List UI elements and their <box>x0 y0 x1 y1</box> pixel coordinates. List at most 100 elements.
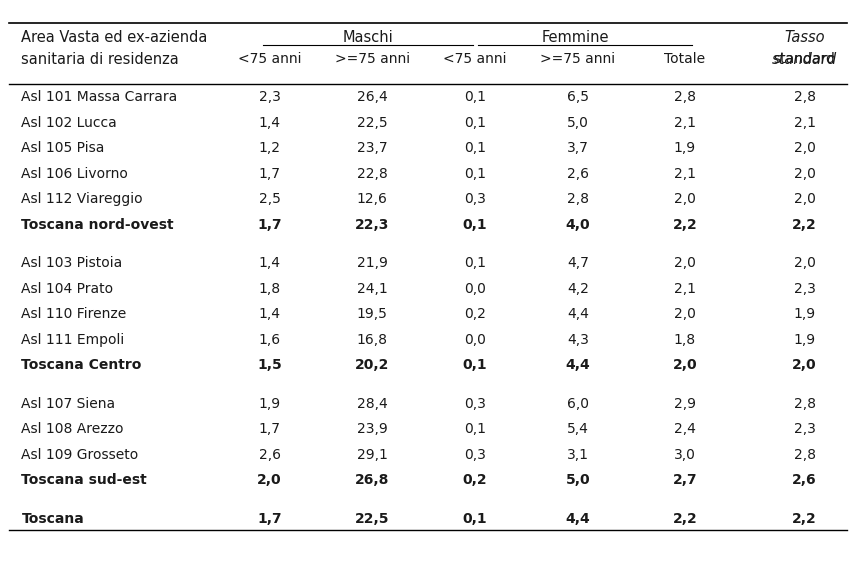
Text: 2,0: 2,0 <box>794 141 816 155</box>
Text: 20,2: 20,2 <box>355 358 389 372</box>
Text: >=75 anni: >=75 anni <box>335 52 410 66</box>
Text: 1,7: 1,7 <box>259 422 281 436</box>
Text: 2,8: 2,8 <box>794 90 816 104</box>
Text: 29,1: 29,1 <box>357 448 388 462</box>
Text: 0,1: 0,1 <box>464 422 486 436</box>
Text: Totale: Totale <box>664 52 705 66</box>
Text: 4,7: 4,7 <box>567 256 589 270</box>
Text: Asl 110 Firenze: Asl 110 Firenze <box>21 307 127 321</box>
Text: 2,1: 2,1 <box>674 282 696 296</box>
Text: 1,9: 1,9 <box>674 141 696 155</box>
Text: 2,2: 2,2 <box>793 512 817 526</box>
Text: 1,6: 1,6 <box>259 333 281 347</box>
Text: 3,7: 3,7 <box>567 141 589 155</box>
Text: 2,8: 2,8 <box>794 397 816 411</box>
Text: Femmine: Femmine <box>542 30 609 45</box>
Text: 0,3: 0,3 <box>464 448 486 462</box>
Text: 2,2: 2,2 <box>793 218 817 232</box>
Text: >=75 anni: >=75 anni <box>540 52 615 66</box>
Text: 2,0: 2,0 <box>674 307 696 321</box>
Text: 2,1: 2,1 <box>794 116 816 130</box>
Text: 1,5: 1,5 <box>258 358 282 372</box>
Text: standard: standard <box>774 52 835 66</box>
Text: Asl 109 Grosseto: Asl 109 Grosseto <box>21 448 139 462</box>
Text: 3,0: 3,0 <box>674 448 696 462</box>
Text: sanitaria di residenza: sanitaria di residenza <box>21 52 179 67</box>
Text: 5,4: 5,4 <box>567 422 589 436</box>
Text: 2,8: 2,8 <box>794 448 816 462</box>
Text: 1,4: 1,4 <box>259 256 281 270</box>
Text: 0,1: 0,1 <box>464 90 486 104</box>
Text: 5,0: 5,0 <box>567 116 589 130</box>
Text: Tasso: Tasso <box>784 30 825 45</box>
Text: 1,7: 1,7 <box>259 167 281 181</box>
Text: Toscana Centro: Toscana Centro <box>21 358 142 372</box>
Text: Asl 101 Massa Carrara: Asl 101 Massa Carrara <box>21 90 178 104</box>
Text: 2,8: 2,8 <box>567 192 589 206</box>
Text: 2,0: 2,0 <box>794 192 816 206</box>
Text: 23,7: 23,7 <box>357 141 388 155</box>
Text: 1,9: 1,9 <box>794 307 816 321</box>
Text: 22,5: 22,5 <box>355 512 389 526</box>
Text: 12,6: 12,6 <box>357 192 388 206</box>
Text: Asl 105 Pisa: Asl 105 Pisa <box>21 141 104 155</box>
Text: 2,1: 2,1 <box>674 167 696 181</box>
Text: Asl 111 Empoli: Asl 111 Empoli <box>21 333 125 347</box>
Text: 2,6: 2,6 <box>259 448 281 462</box>
Text: 2,3: 2,3 <box>794 422 816 436</box>
Text: 2,0: 2,0 <box>793 358 817 372</box>
Text: 22,5: 22,5 <box>357 116 388 130</box>
Text: <75 anni: <75 anni <box>238 52 301 66</box>
Text: 2,2: 2,2 <box>673 218 697 232</box>
Text: 0,0: 0,0 <box>464 333 486 347</box>
Text: Asl 104 Prato: Asl 104 Prato <box>21 282 114 296</box>
Text: 16,8: 16,8 <box>357 333 388 347</box>
Text: 0,3: 0,3 <box>464 192 486 206</box>
Text: 2,2: 2,2 <box>673 512 697 526</box>
Text: 0,1: 0,1 <box>464 167 486 181</box>
Text: 1,8: 1,8 <box>259 282 281 296</box>
Text: 1,7: 1,7 <box>258 512 282 526</box>
Text: 21,9: 21,9 <box>357 256 388 270</box>
Text: 0,2: 0,2 <box>464 307 486 321</box>
Text: 2,3: 2,3 <box>794 282 816 296</box>
Text: 1,8: 1,8 <box>674 333 696 347</box>
Text: 1,2: 1,2 <box>259 141 281 155</box>
Text: 2,0: 2,0 <box>674 256 696 270</box>
Text: 22,3: 22,3 <box>355 218 389 232</box>
Text: Toscana nord-ovest: Toscana nord-ovest <box>21 218 174 232</box>
Text: 2,8: 2,8 <box>674 90 696 104</box>
Text: 0,1: 0,1 <box>464 116 486 130</box>
Text: 4,3: 4,3 <box>567 333 589 347</box>
Text: 2,0: 2,0 <box>674 192 696 206</box>
Text: 2,7: 2,7 <box>673 474 697 487</box>
Text: 0,1: 0,1 <box>464 256 486 270</box>
Text: 2,6: 2,6 <box>567 167 589 181</box>
Text: Asl 112 Viareggio: Asl 112 Viareggio <box>21 192 143 206</box>
Text: Toscana sud-est: Toscana sud-est <box>21 474 147 487</box>
Text: 24,1: 24,1 <box>357 282 388 296</box>
Text: 2,1: 2,1 <box>674 116 696 130</box>
Text: 0,1: 0,1 <box>464 141 486 155</box>
Text: 2,6: 2,6 <box>793 474 817 487</box>
Text: 2,5: 2,5 <box>259 192 281 206</box>
Text: 4,4: 4,4 <box>566 358 590 372</box>
Text: <75 anni: <75 anni <box>443 52 507 66</box>
Text: Maschi: Maschi <box>342 30 394 45</box>
Text: 2,3: 2,3 <box>259 90 281 104</box>
Text: 4,4: 4,4 <box>567 307 589 321</box>
Text: 2,0: 2,0 <box>258 474 282 487</box>
Text: 2,0: 2,0 <box>673 358 697 372</box>
Text: 1,7: 1,7 <box>258 218 282 232</box>
Text: 5,0: 5,0 <box>566 474 590 487</box>
Text: 1,9: 1,9 <box>794 333 816 347</box>
Text: 4,0: 4,0 <box>566 218 590 232</box>
Text: Area Vasta ed ex-azienda: Area Vasta ed ex-azienda <box>21 30 208 45</box>
Text: 3,1: 3,1 <box>567 448 589 462</box>
Text: 6,0: 6,0 <box>567 397 589 411</box>
Text: 19,5: 19,5 <box>357 307 388 321</box>
Text: 0,1: 0,1 <box>463 512 487 526</box>
Text: 2,0: 2,0 <box>794 167 816 181</box>
Text: 2,4: 2,4 <box>674 422 696 436</box>
Text: 0,1: 0,1 <box>463 218 487 232</box>
